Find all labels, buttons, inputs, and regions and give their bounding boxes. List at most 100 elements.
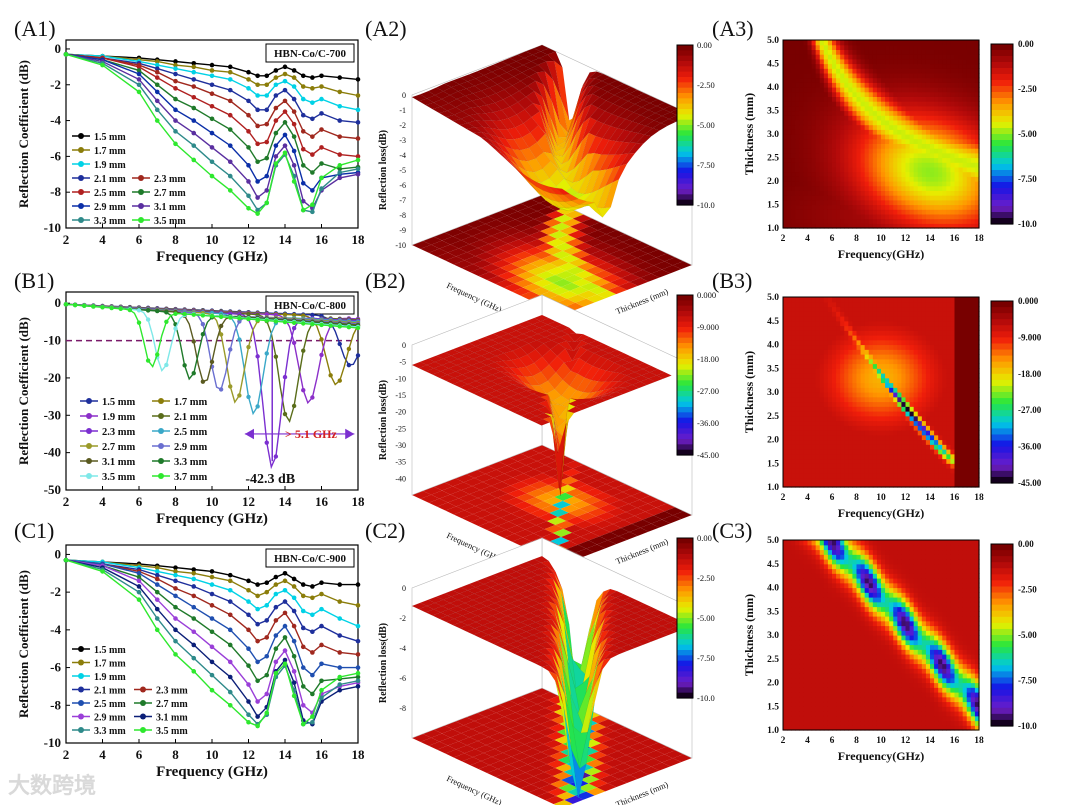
- b3-cell: [824, 302, 829, 307]
- a3-cell: [934, 176, 939, 181]
- a3-cell: [918, 172, 923, 177]
- b3-cell: [820, 411, 825, 416]
- b3-cell: [963, 359, 968, 364]
- a3-cell: [795, 64, 800, 69]
- a3-cell: [963, 209, 968, 214]
- b1-point-4-42: [255, 354, 259, 358]
- a3-cell: [967, 190, 972, 195]
- b3-cell: [922, 378, 927, 383]
- b3-cell: [938, 307, 943, 312]
- b3-cell: [971, 425, 976, 430]
- b3-cell: [971, 387, 976, 392]
- b3-cell: [857, 449, 862, 454]
- a1-point-6-16: [319, 161, 324, 166]
- b3-cell: [783, 463, 788, 468]
- a1-point-6-14: [301, 163, 306, 168]
- a3-cell: [791, 59, 796, 64]
- c1-point-2-13: [292, 596, 297, 601]
- a3-cell: [848, 172, 853, 177]
- a3-cell: [950, 101, 955, 106]
- b3-cell: [791, 416, 796, 421]
- b3-cell: [808, 430, 813, 435]
- b3-cell: [808, 345, 813, 350]
- b3-cell: [799, 459, 804, 464]
- a3-cell: [950, 106, 955, 111]
- b3-cell: [832, 340, 837, 345]
- a1-legend-marker-0: [78, 133, 84, 139]
- b3-cell: [873, 459, 878, 464]
- a3-cell: [918, 64, 923, 69]
- a3-cell: [910, 101, 915, 106]
- a3-cell: [848, 45, 853, 50]
- b3-cell: [889, 307, 894, 312]
- a3-cell: [828, 54, 833, 59]
- b3-cell: [816, 297, 821, 302]
- a3-cell: [795, 87, 800, 92]
- b3-cell: [906, 387, 911, 392]
- b3-cell: [910, 387, 915, 392]
- b3-cell: [857, 359, 862, 364]
- b3-cell: [906, 373, 911, 378]
- a3-cell: [946, 96, 951, 101]
- b1-point-11-16: [137, 320, 141, 324]
- b3-cell: [926, 421, 931, 426]
- b3-cell: [946, 368, 951, 373]
- a3-cell: [946, 181, 951, 186]
- a3-cell: [938, 172, 943, 177]
- a3-cell: [950, 115, 955, 120]
- a3-cell: [820, 125, 825, 130]
- a3-cell: [857, 200, 862, 205]
- a3-cell: [857, 172, 862, 177]
- b3-cell: [816, 326, 821, 331]
- a3-cell: [787, 49, 792, 54]
- b1-point-10-22: [164, 363, 168, 367]
- a3-cell: [963, 143, 968, 148]
- b3-cell: [783, 387, 788, 392]
- b3-cell: [897, 354, 902, 359]
- c1-point-6-4: [173, 605, 178, 610]
- a1-legend-item-10: 3.5 mm: [132, 216, 186, 227]
- a3-cell: [906, 64, 911, 69]
- a3-cell: [955, 148, 960, 153]
- a3-cell: [934, 148, 939, 153]
- b3-cell: [795, 444, 800, 449]
- a3-cell: [959, 209, 964, 214]
- a3-cell: [832, 129, 837, 134]
- a3-colorbar-step: [991, 80, 1013, 87]
- b3-cell: [808, 387, 813, 392]
- a3-cell: [783, 120, 788, 125]
- a3-cell: [865, 82, 870, 87]
- b3-cell: [971, 478, 976, 483]
- a1-point-10-2: [137, 90, 142, 95]
- a3-cell: [955, 186, 960, 191]
- a1-point-7-5: [191, 118, 196, 123]
- b3-cell: [901, 459, 906, 464]
- b3-cell: [946, 435, 951, 440]
- b3-cell: [808, 335, 813, 340]
- a3-cell: [930, 219, 935, 224]
- b3-cell: [906, 359, 911, 364]
- b3-cell: [844, 406, 849, 411]
- b3-cell: [889, 444, 894, 449]
- a3-cell: [787, 186, 792, 191]
- a3-cell: [865, 73, 870, 78]
- a3-cell: [824, 209, 829, 214]
- a3-cell: [897, 64, 902, 69]
- a3-cell: [930, 143, 935, 148]
- a3-cell: [926, 54, 931, 59]
- a3-cell: [946, 219, 951, 224]
- a3-cell: [881, 49, 886, 54]
- b3-cell: [783, 297, 788, 302]
- a3-cell: [861, 101, 866, 106]
- a3-colorbar-step: [991, 122, 1013, 129]
- a3-cell: [808, 59, 813, 64]
- a3-cell: [812, 73, 817, 78]
- a3-cell: [885, 219, 890, 224]
- a3-cell: [840, 139, 845, 144]
- a3-cell: [938, 176, 943, 181]
- b3-cell: [885, 359, 890, 364]
- a1-legend-marker-9: [78, 217, 84, 223]
- a3-cell: [816, 205, 821, 210]
- a1-legend-item-4: 2.3 mm: [132, 174, 186, 185]
- b3-cell: [922, 444, 927, 449]
